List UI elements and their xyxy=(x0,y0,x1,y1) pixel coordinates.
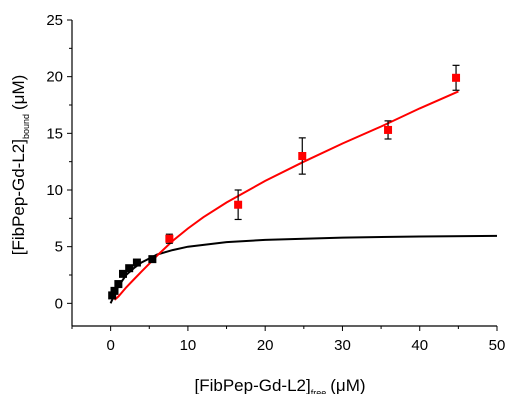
y-tick-label: 5 xyxy=(55,239,63,256)
y-tick-label: 0 xyxy=(55,295,63,312)
error-bars xyxy=(165,64,460,244)
black-data-point xyxy=(132,258,141,267)
black-data-point xyxy=(148,255,157,264)
y-axis-title: [FibPep-Gd-L2]bound(μM) xyxy=(9,75,31,256)
data-points xyxy=(108,73,461,300)
y-tick-label: 10 xyxy=(46,182,63,199)
x-tick-label: 30 xyxy=(334,337,351,354)
x-tick-label: 40 xyxy=(411,337,428,354)
red-data-point xyxy=(165,234,174,243)
x-ticks: 0 10 20 30 40 50 xyxy=(71,326,506,354)
black-data-point xyxy=(119,269,127,278)
y-tick-label: 25 xyxy=(46,12,63,29)
x-axis-title: [FibPep-Gd-L2]free (μM) xyxy=(194,376,365,394)
x-tick-label: 50 xyxy=(489,337,506,354)
axes xyxy=(71,20,497,327)
red-data-point xyxy=(384,125,393,134)
black-data-point xyxy=(108,291,117,300)
red-data-point xyxy=(234,200,243,209)
x-tick-label: 10 xyxy=(180,337,197,354)
red-fit-curve xyxy=(113,90,459,301)
y-ticks: 0 5 10 15 20 25 xyxy=(46,12,72,312)
black-fit-curve xyxy=(109,234,498,304)
black-data-point xyxy=(110,286,119,295)
y-tick-label: 20 xyxy=(46,69,63,86)
red-data-point xyxy=(298,152,307,160)
black-data-point xyxy=(114,280,123,289)
y-tick-label: 15 xyxy=(46,125,63,142)
x-tick-label: 0 xyxy=(106,337,114,354)
black-data-point xyxy=(125,264,134,273)
red-data-point xyxy=(452,73,461,82)
fit-curves xyxy=(109,90,498,304)
x-tick-label: 20 xyxy=(257,337,274,354)
